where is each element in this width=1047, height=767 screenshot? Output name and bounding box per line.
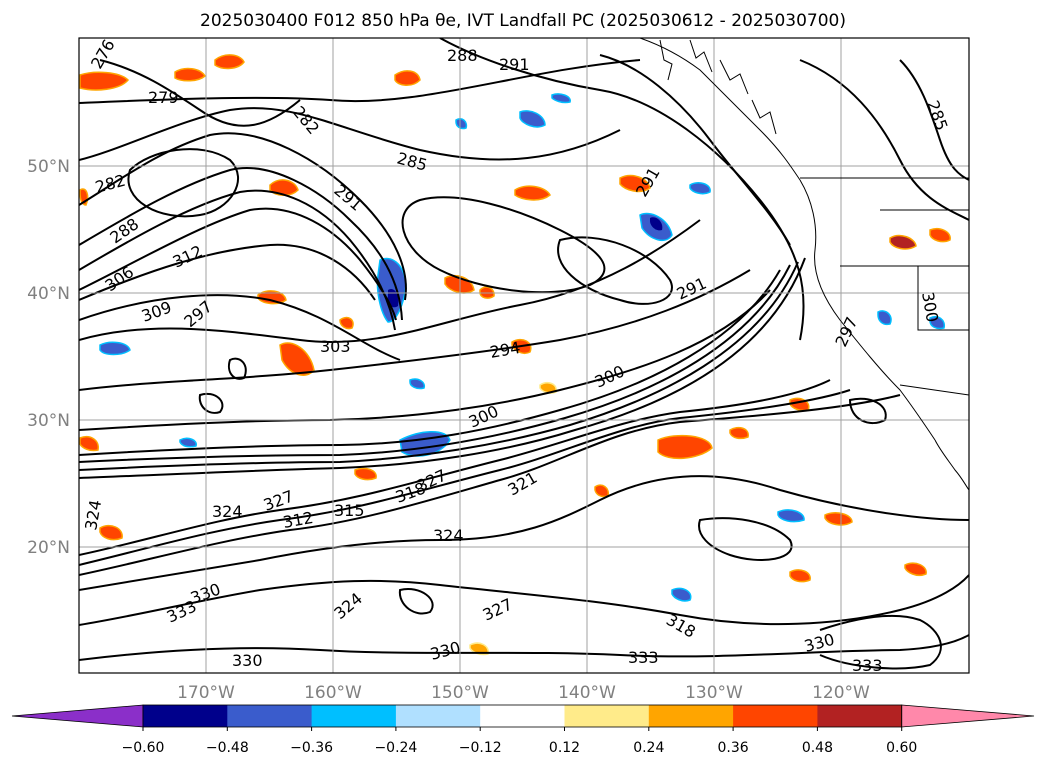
graticule — [79, 38, 969, 673]
colorbar-swatch — [564, 705, 650, 727]
colorbar-swatch — [395, 705, 481, 727]
colorbar-tick-label: 0.60 — [886, 740, 917, 756]
colorbar-swatch — [817, 705, 903, 727]
theta-e-contours — [79, 38, 969, 670]
lat-tick-labels: 50°N 40°N 30°N 20°N — [27, 157, 70, 558]
colorbar-swatch — [733, 705, 818, 727]
map-title: 2025030400 F012 850 hPa θe, IVT Landfall… — [200, 11, 846, 31]
map-frame — [78, 37, 970, 674]
lon-tick-label: 170°W — [177, 683, 235, 703]
contour-label: 279 — [148, 88, 179, 107]
colorbar-tick-label: −0.24 — [374, 740, 417, 756]
lon-tick-label: 140°W — [558, 683, 616, 703]
contour-label: 303 — [320, 337, 351, 356]
colorbar-tick-label: −0.12 — [459, 740, 502, 756]
colorbar-outline — [142, 704, 903, 728]
lat-tick-label: 50°N — [27, 157, 70, 177]
colorbar-tick-label: 0.36 — [718, 740, 749, 756]
colorbar-tick-label: 0.12 — [549, 740, 580, 756]
contour-label: 324 — [433, 526, 464, 545]
colorbar-tick-label: 0.48 — [802, 740, 833, 756]
colorbar-swatch — [227, 705, 313, 727]
colorbar-tick-label: −0.48 — [206, 740, 249, 756]
lon-tick-labels: 170°W 160°W 150°W 140°W 130°W 120°W — [177, 683, 870, 703]
lat-tick-label: 20°N — [27, 538, 70, 558]
coastline — [639, 38, 969, 491]
contour-label: 330 — [232, 651, 263, 670]
colorbar-swatch — [311, 705, 397, 727]
colorbar-extend-low — [11, 704, 144, 728]
colorbar-tick-label: −0.60 — [122, 740, 165, 756]
lat-tick-label: 30°N — [27, 411, 70, 431]
colorbar-swatch — [648, 705, 734, 727]
lon-tick-label: 160°W — [304, 683, 362, 703]
lon-tick-label: 130°W — [685, 683, 743, 703]
contour-label: 324 — [212, 502, 243, 521]
contour-label: 333 — [852, 656, 883, 675]
lon-tick-label: 150°W — [431, 683, 489, 703]
pc-shading — [79, 54, 951, 656]
colorbar-swatch — [143, 705, 228, 727]
lat-tick-label: 40°N — [27, 284, 70, 304]
colorbar: −0.60 −0.48 −0.36 −0.24 −0.12 0.12 0.24 0.36 0.4… — [11, 704, 1035, 756]
lon-tick-label: 120°W — [812, 683, 870, 703]
colorbar-tick-label: 0.24 — [633, 740, 664, 756]
map-panel: 276 279 282 282 285 288 288 291 291 291 … — [79, 38, 969, 675]
contour-label: 315 — [334, 501, 365, 520]
contour-label: 291 — [499, 55, 530, 74]
colorbar-tick-label: −0.36 — [290, 740, 333, 756]
contour-label: 333 — [628, 648, 659, 667]
colorbar-swatch — [480, 705, 565, 727]
colorbar-extend-high — [901, 704, 1035, 728]
contour-label: 288 — [447, 46, 478, 65]
